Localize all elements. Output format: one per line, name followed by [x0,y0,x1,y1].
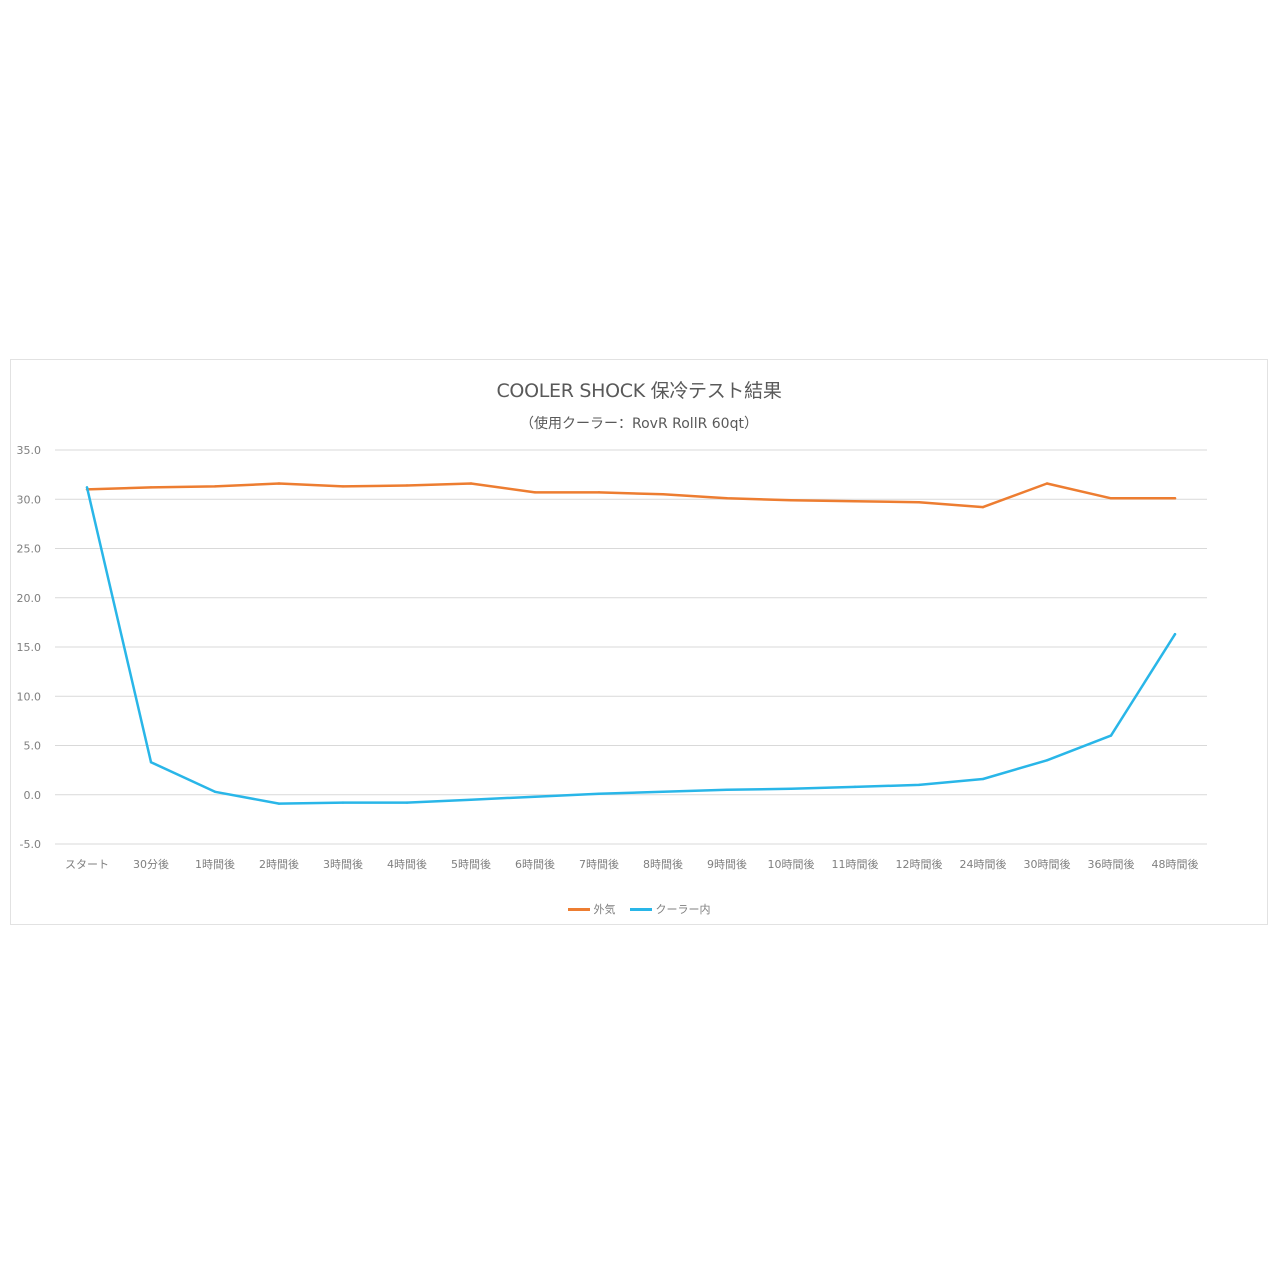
data-point-series-0 [597,491,601,494]
data-point-series-1 [853,785,857,789]
data-point-series-1 [149,761,153,764]
data-point-series-0 [277,482,281,485]
data-point-series-1 [917,783,921,787]
data-point-series-0 [213,485,217,488]
legend-swatch-inside [629,907,652,911]
y-tick-label: 30.0 [17,493,42,506]
legend-label-outside: 外気 [593,903,616,916]
legend-label-inside: クーラー内 [655,903,711,916]
x-tick-label: 1時間後 [195,857,235,871]
data-point-series-0 [853,500,857,503]
data-point-series-0 [789,499,793,502]
data-point-series-0 [1173,497,1177,500]
data-point-series-1 [725,788,729,792]
data-point-series-0 [661,493,665,496]
data-point-series-1 [213,790,217,793]
data-point-series-0 [917,501,921,504]
x-tick-label: 10時間後 [768,857,815,871]
data-point-series-1 [661,790,665,793]
data-point-series-0 [725,497,729,500]
series-line-0 [85,482,1177,509]
x-tick-label: 30時間後 [1024,857,1071,871]
data-point-series-0 [1109,497,1113,500]
x-tick-label: 4時間後 [387,857,427,871]
data-point-series-0 [469,482,473,485]
y-tick-label: 5.0 [24,740,42,753]
x-tick-label: 7時間後 [579,857,619,871]
chart-legend: 外気 クーラー内 [11,901,1267,917]
y-tick-label: 25.0 [17,543,42,556]
chart-subtitle: （使用クーラー：RovR RollR 60qt） [520,416,758,432]
x-tick-label: 12時間後 [896,857,943,871]
x-tick-label: 11時間後 [832,857,879,871]
data-point-series-1 [405,801,409,804]
chart-title: COOLER SHOCK 保冷テスト結果 [496,380,782,402]
x-tick-label: 2時間後 [259,857,299,871]
data-point-series-1 [789,787,793,791]
data-point-series-0 [1045,482,1049,485]
chart-plot: -5.0 0.0 5.0 10.0 15.0 20.0 25.0 30.0 35.0 スタート 30… [17,444,1207,871]
y-tick-label: -5.0 [20,838,41,851]
data-point-series-1 [1173,632,1177,636]
legend-swatch-outside [567,907,590,911]
data-point-series-0 [981,505,985,509]
data-point-series-0 [341,485,345,488]
y-tick-label: 35.0 [17,444,42,457]
x-tick-label: 24時間後 [960,857,1007,871]
legend-item-inside: クーラー内 [629,901,711,917]
x-tick-label: 48時間後 [1152,857,1199,871]
data-point-series-1 [341,801,345,804]
x-tick-label: 6時間後 [515,857,555,871]
x-tick-label: 9時間後 [707,857,747,871]
x-tick-label: スタート [65,858,109,871]
data-point-series-0 [533,491,537,494]
x-tick-label: 3時間後 [323,857,363,871]
y-tick-label: 15.0 [17,641,42,654]
data-point-series-1 [1109,734,1113,737]
y-tick-label: 20.0 [17,592,42,605]
x-tick-label: 36時間後 [1088,857,1135,871]
chart-container: COOLER SHOCK 保冷テスト結果 （使用クーラー：RovR RollR … [10,359,1268,925]
x-tick-label: 30分後 [133,857,169,871]
legend-item-outside: 外気 [567,901,616,917]
data-point-series-0 [405,484,409,487]
data-point-series-1 [597,792,601,795]
data-point-series-1 [1045,759,1049,762]
y-tick-label: 0.0 [24,789,42,802]
x-tick-label: 8時間後 [643,857,683,871]
data-point-series-1 [981,777,985,781]
data-point-series-1 [469,798,473,801]
data-point-series-1 [533,795,537,798]
y-tick-label: 10.0 [17,690,42,703]
data-point-series-0 [149,486,153,489]
data-point-series-1 [85,486,89,489]
series-line-1 [85,486,1177,805]
x-tick-label: 5時間後 [451,857,491,871]
data-point-series-1 [277,802,281,805]
